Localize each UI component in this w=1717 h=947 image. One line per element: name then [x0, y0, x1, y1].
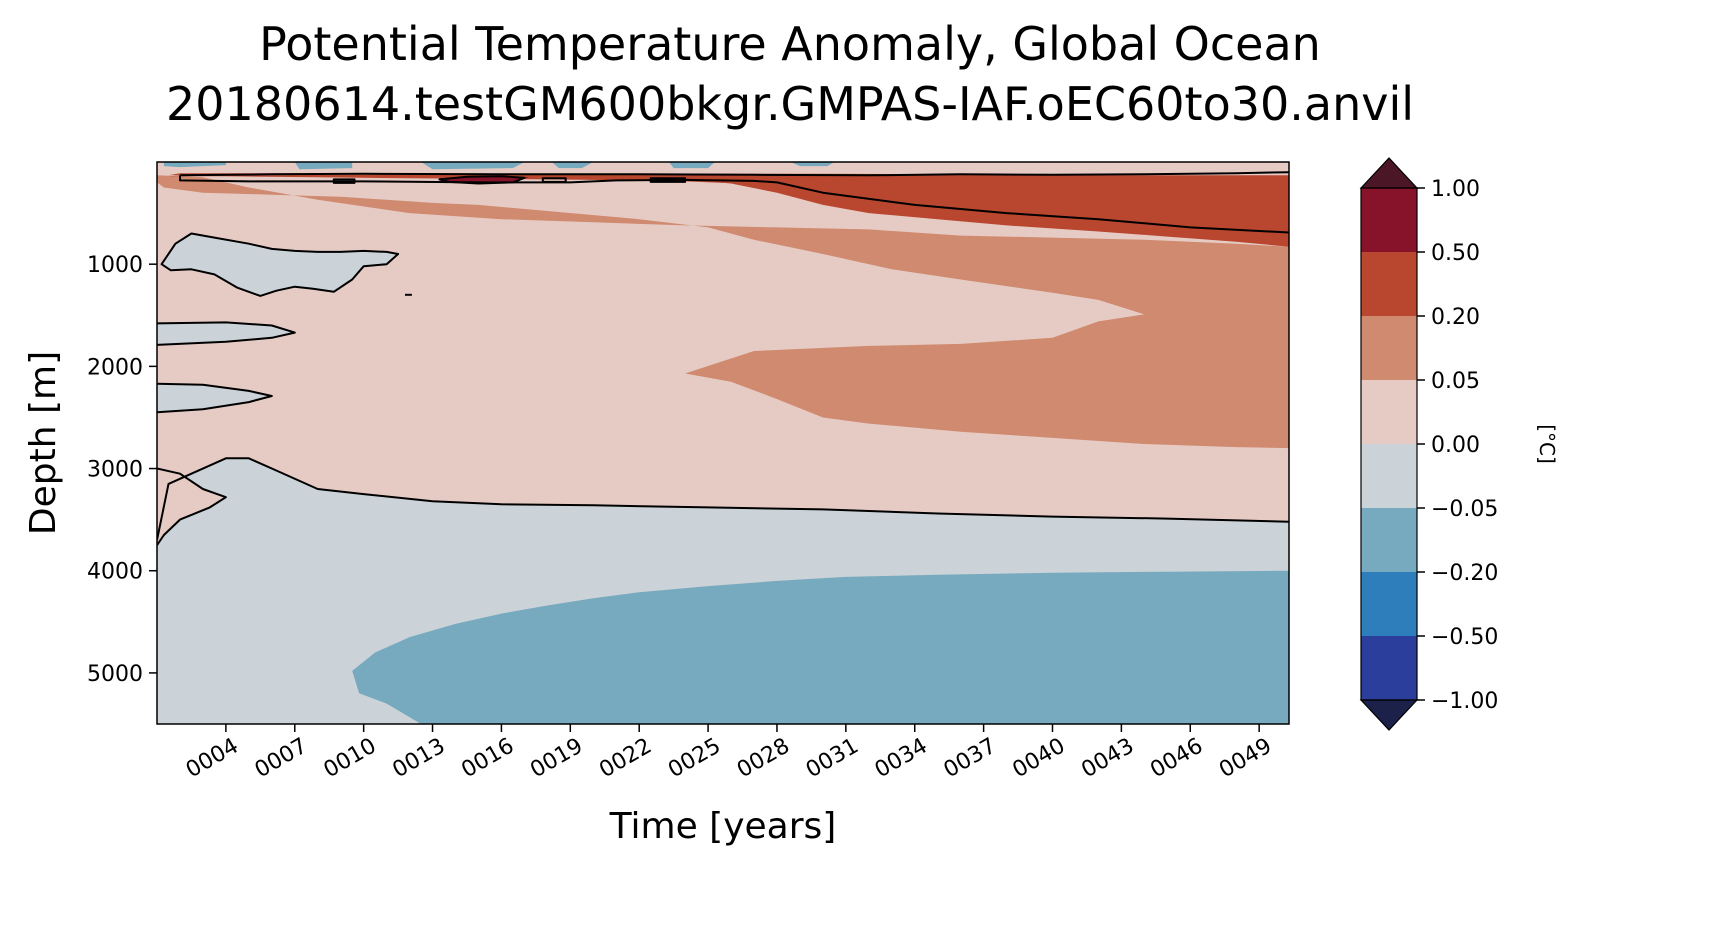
contour-small-1: [332, 178, 356, 184]
neg-lens-3-outline: [157, 382, 273, 414]
x-tick-label: 0004: [182, 734, 243, 784]
x-axis-label: Time [years]: [609, 806, 837, 847]
colorbar-segment: [1361, 444, 1417, 509]
contour-small-2: [541, 177, 567, 183]
contour-fills: [157, 162, 1289, 724]
region-surface-blue-3: [421, 162, 525, 170]
colorbar-segment: [1361, 380, 1417, 445]
chart-title: Potential Temperature Anomaly, Global Oc…: [259, 17, 1321, 71]
colorbar-tick-label: 0.20: [1431, 305, 1480, 330]
y-axis: 1000 2000 3000 4000 5000: [87, 253, 157, 687]
region-mid-0.05-to-0.2: [157, 175, 1289, 449]
x-axis: 0004 0007 0010 0013 0016 0019 0022 0025 0028 0031…: [182, 724, 1276, 783]
colorbar-extend-max: [1359, 157, 1419, 189]
region-neg-lens-1: [161, 233, 399, 296]
colorbar-segment: [1361, 572, 1417, 637]
region-surface-blue-5: [669, 162, 715, 169]
colorbar-extend-min: [1359, 699, 1419, 731]
x-tick-label: 0034: [871, 734, 932, 784]
line-0.2-upper: [179, 175, 1289, 234]
colorbar-tick-label: −1.00: [1431, 689, 1498, 714]
x-tick-label: 0031: [802, 734, 863, 784]
colorbar-tick-label: 0.50: [1431, 241, 1480, 266]
colorbar-segment: [1361, 316, 1417, 381]
contour-hot: [438, 175, 526, 185]
y-tick-label: 3000: [87, 458, 143, 483]
x-tick-label: 0010: [320, 734, 381, 784]
region-left-pos-patch: [157, 468, 226, 546]
contour-small-3: [649, 177, 687, 183]
colorbar-unit-label: [°C]: [1535, 424, 1559, 464]
chart-subtitle: 20180614.testGM600bkgr.GMPAS-IAF.oEC60to…: [165, 77, 1415, 131]
x-tick-label: 0043: [1077, 734, 1138, 784]
neg-lens-1-outline: [160, 232, 400, 297]
x-tick-label: 0028: [733, 734, 794, 784]
x-tick-label: 0046: [1146, 734, 1207, 784]
line-0.2-surface: [179, 171, 1289, 177]
colorbar-tick-label: −0.20: [1431, 561, 1498, 586]
region-surface-blue-6: [790, 162, 835, 167]
region-surface-blue-1: [163, 162, 226, 168]
y-tick-label: 4000: [87, 560, 143, 585]
y-tick-label: 5000: [87, 662, 143, 687]
y-axis-label: Depth [m]: [23, 351, 64, 535]
y-tick-label: 1000: [87, 253, 143, 278]
x-tick-label: 0025: [664, 734, 725, 784]
contour-lines: [157, 171, 1289, 546]
region-surface-blue-4: [551, 162, 594, 169]
colorbar-segment: [1361, 508, 1417, 573]
region-bottom-neg0.05-to-neg0.2: [352, 570, 1289, 724]
x-tick-label: 0040: [1008, 734, 1069, 784]
left-pos-patch-outline: [157, 467, 227, 546]
colorbar-segment: [1361, 252, 1417, 317]
colorbar-tick-label: 1.00: [1431, 177, 1480, 202]
colorbar-segment: [1361, 636, 1417, 701]
neg-lens-2-outline: [157, 321, 296, 346]
x-tick-label: 0013: [389, 734, 450, 784]
colorbar-tick-label: 0.00: [1431, 433, 1480, 458]
colorbar-tick-label: 0.05: [1431, 369, 1480, 394]
region-surface-blue-2: [294, 162, 353, 170]
colorbar-tick-label: −0.50: [1431, 625, 1498, 650]
zero-line-deep: [157, 457, 1289, 541]
region-neg-lens-2: [157, 322, 295, 345]
colorbar-segment: [1361, 188, 1417, 253]
colorbar-tick-label: −0.05: [1431, 497, 1498, 522]
plot-frame: [156, 161, 1290, 725]
x-tick-label: 0037: [940, 734, 1001, 784]
y-tick-label: 2000: [87, 355, 143, 380]
x-tick-label: 0022: [595, 734, 656, 784]
colorbar: 1.00 0.50 0.20 0.05 0.00 −0.05 −0.20 −0.50 −1.00: [1359, 157, 1498, 731]
x-tick-label: 0016: [457, 734, 518, 784]
region-surface-0.2-to-0.5: [168, 174, 1289, 195]
x-tick-label: 0019: [526, 734, 587, 784]
x-tick-label: 0049: [1215, 734, 1276, 784]
region-upper-0.2-to-0.5: [168, 173, 1289, 247]
x-tick-label: 0007: [251, 734, 312, 784]
